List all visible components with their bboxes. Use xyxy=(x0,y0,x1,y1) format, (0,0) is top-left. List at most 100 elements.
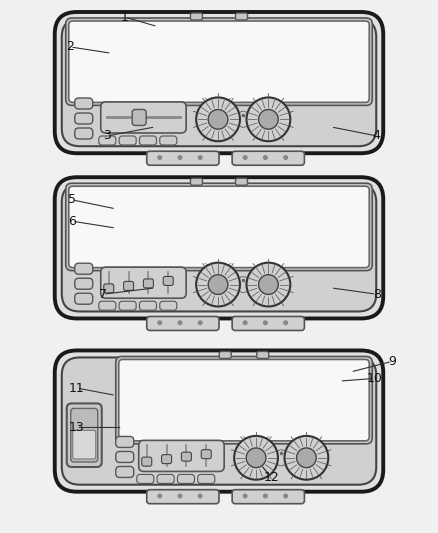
Text: 3: 3 xyxy=(103,130,111,142)
Text: 11: 11 xyxy=(69,382,85,394)
FancyBboxPatch shape xyxy=(119,301,136,310)
FancyBboxPatch shape xyxy=(75,128,93,139)
Circle shape xyxy=(208,274,228,294)
Circle shape xyxy=(285,436,328,480)
FancyBboxPatch shape xyxy=(163,277,173,286)
Text: 2: 2 xyxy=(66,41,74,53)
Circle shape xyxy=(246,448,266,467)
FancyBboxPatch shape xyxy=(160,301,177,310)
FancyBboxPatch shape xyxy=(62,19,376,146)
FancyBboxPatch shape xyxy=(124,281,134,290)
FancyBboxPatch shape xyxy=(232,317,304,330)
FancyBboxPatch shape xyxy=(101,102,186,133)
FancyBboxPatch shape xyxy=(139,136,156,145)
Text: 4: 4 xyxy=(373,130,381,142)
Text: 10: 10 xyxy=(367,372,382,385)
FancyBboxPatch shape xyxy=(147,490,219,504)
Circle shape xyxy=(198,494,202,498)
FancyBboxPatch shape xyxy=(69,186,369,268)
FancyBboxPatch shape xyxy=(143,279,153,288)
Circle shape xyxy=(196,98,240,141)
FancyBboxPatch shape xyxy=(99,301,116,310)
FancyBboxPatch shape xyxy=(75,293,93,304)
FancyBboxPatch shape xyxy=(104,284,114,293)
Text: 7: 7 xyxy=(99,288,107,301)
Circle shape xyxy=(258,274,278,294)
Text: 12: 12 xyxy=(264,471,279,483)
FancyBboxPatch shape xyxy=(116,357,372,444)
FancyBboxPatch shape xyxy=(236,178,247,185)
FancyBboxPatch shape xyxy=(55,12,383,154)
Text: 6: 6 xyxy=(68,215,76,228)
FancyBboxPatch shape xyxy=(99,136,116,145)
FancyBboxPatch shape xyxy=(147,317,219,330)
FancyBboxPatch shape xyxy=(162,455,172,464)
FancyBboxPatch shape xyxy=(236,13,247,20)
FancyBboxPatch shape xyxy=(75,98,93,109)
FancyBboxPatch shape xyxy=(181,452,191,461)
FancyBboxPatch shape xyxy=(75,263,93,274)
FancyBboxPatch shape xyxy=(62,184,376,311)
Circle shape xyxy=(264,321,267,325)
FancyBboxPatch shape xyxy=(101,267,186,298)
Circle shape xyxy=(178,156,182,159)
FancyBboxPatch shape xyxy=(132,109,146,125)
Circle shape xyxy=(244,321,247,325)
Text: 5: 5 xyxy=(68,193,76,206)
Circle shape xyxy=(198,156,202,159)
FancyBboxPatch shape xyxy=(73,430,96,459)
Circle shape xyxy=(284,494,287,498)
FancyBboxPatch shape xyxy=(67,403,102,467)
FancyBboxPatch shape xyxy=(142,457,152,466)
FancyBboxPatch shape xyxy=(137,474,154,483)
Circle shape xyxy=(247,263,290,306)
FancyBboxPatch shape xyxy=(66,183,372,271)
FancyBboxPatch shape xyxy=(66,18,372,106)
Circle shape xyxy=(247,98,290,141)
Circle shape xyxy=(284,321,287,325)
FancyBboxPatch shape xyxy=(119,359,369,441)
FancyBboxPatch shape xyxy=(75,113,93,124)
FancyBboxPatch shape xyxy=(191,13,202,20)
FancyBboxPatch shape xyxy=(55,177,383,318)
FancyBboxPatch shape xyxy=(119,136,136,145)
FancyBboxPatch shape xyxy=(71,408,98,462)
FancyBboxPatch shape xyxy=(139,440,224,472)
FancyBboxPatch shape xyxy=(75,278,93,289)
Text: 9: 9 xyxy=(388,355,396,368)
FancyBboxPatch shape xyxy=(177,474,194,483)
Text: 13: 13 xyxy=(69,421,85,434)
Circle shape xyxy=(244,156,247,159)
FancyBboxPatch shape xyxy=(219,351,231,359)
FancyBboxPatch shape xyxy=(147,151,219,165)
FancyBboxPatch shape xyxy=(55,351,383,491)
Circle shape xyxy=(258,109,278,129)
Circle shape xyxy=(178,321,182,325)
Circle shape xyxy=(196,263,240,306)
Circle shape xyxy=(244,494,247,498)
Text: 8: 8 xyxy=(373,288,381,301)
FancyBboxPatch shape xyxy=(116,437,134,447)
Circle shape xyxy=(284,156,287,159)
FancyBboxPatch shape xyxy=(201,450,211,459)
Circle shape xyxy=(297,448,316,467)
Text: 1: 1 xyxy=(121,11,129,23)
Circle shape xyxy=(264,494,267,498)
Circle shape xyxy=(178,494,182,498)
FancyBboxPatch shape xyxy=(257,351,269,359)
Circle shape xyxy=(264,156,267,159)
Circle shape xyxy=(208,109,228,129)
Circle shape xyxy=(234,436,278,480)
Circle shape xyxy=(158,156,162,159)
Circle shape xyxy=(158,494,162,498)
FancyBboxPatch shape xyxy=(116,451,134,463)
FancyBboxPatch shape xyxy=(69,21,369,102)
FancyBboxPatch shape xyxy=(198,474,215,483)
FancyBboxPatch shape xyxy=(160,136,177,145)
FancyBboxPatch shape xyxy=(232,490,304,504)
FancyBboxPatch shape xyxy=(139,301,156,310)
FancyBboxPatch shape xyxy=(191,178,202,185)
FancyBboxPatch shape xyxy=(157,474,174,483)
FancyBboxPatch shape xyxy=(232,151,304,165)
Circle shape xyxy=(198,321,202,325)
